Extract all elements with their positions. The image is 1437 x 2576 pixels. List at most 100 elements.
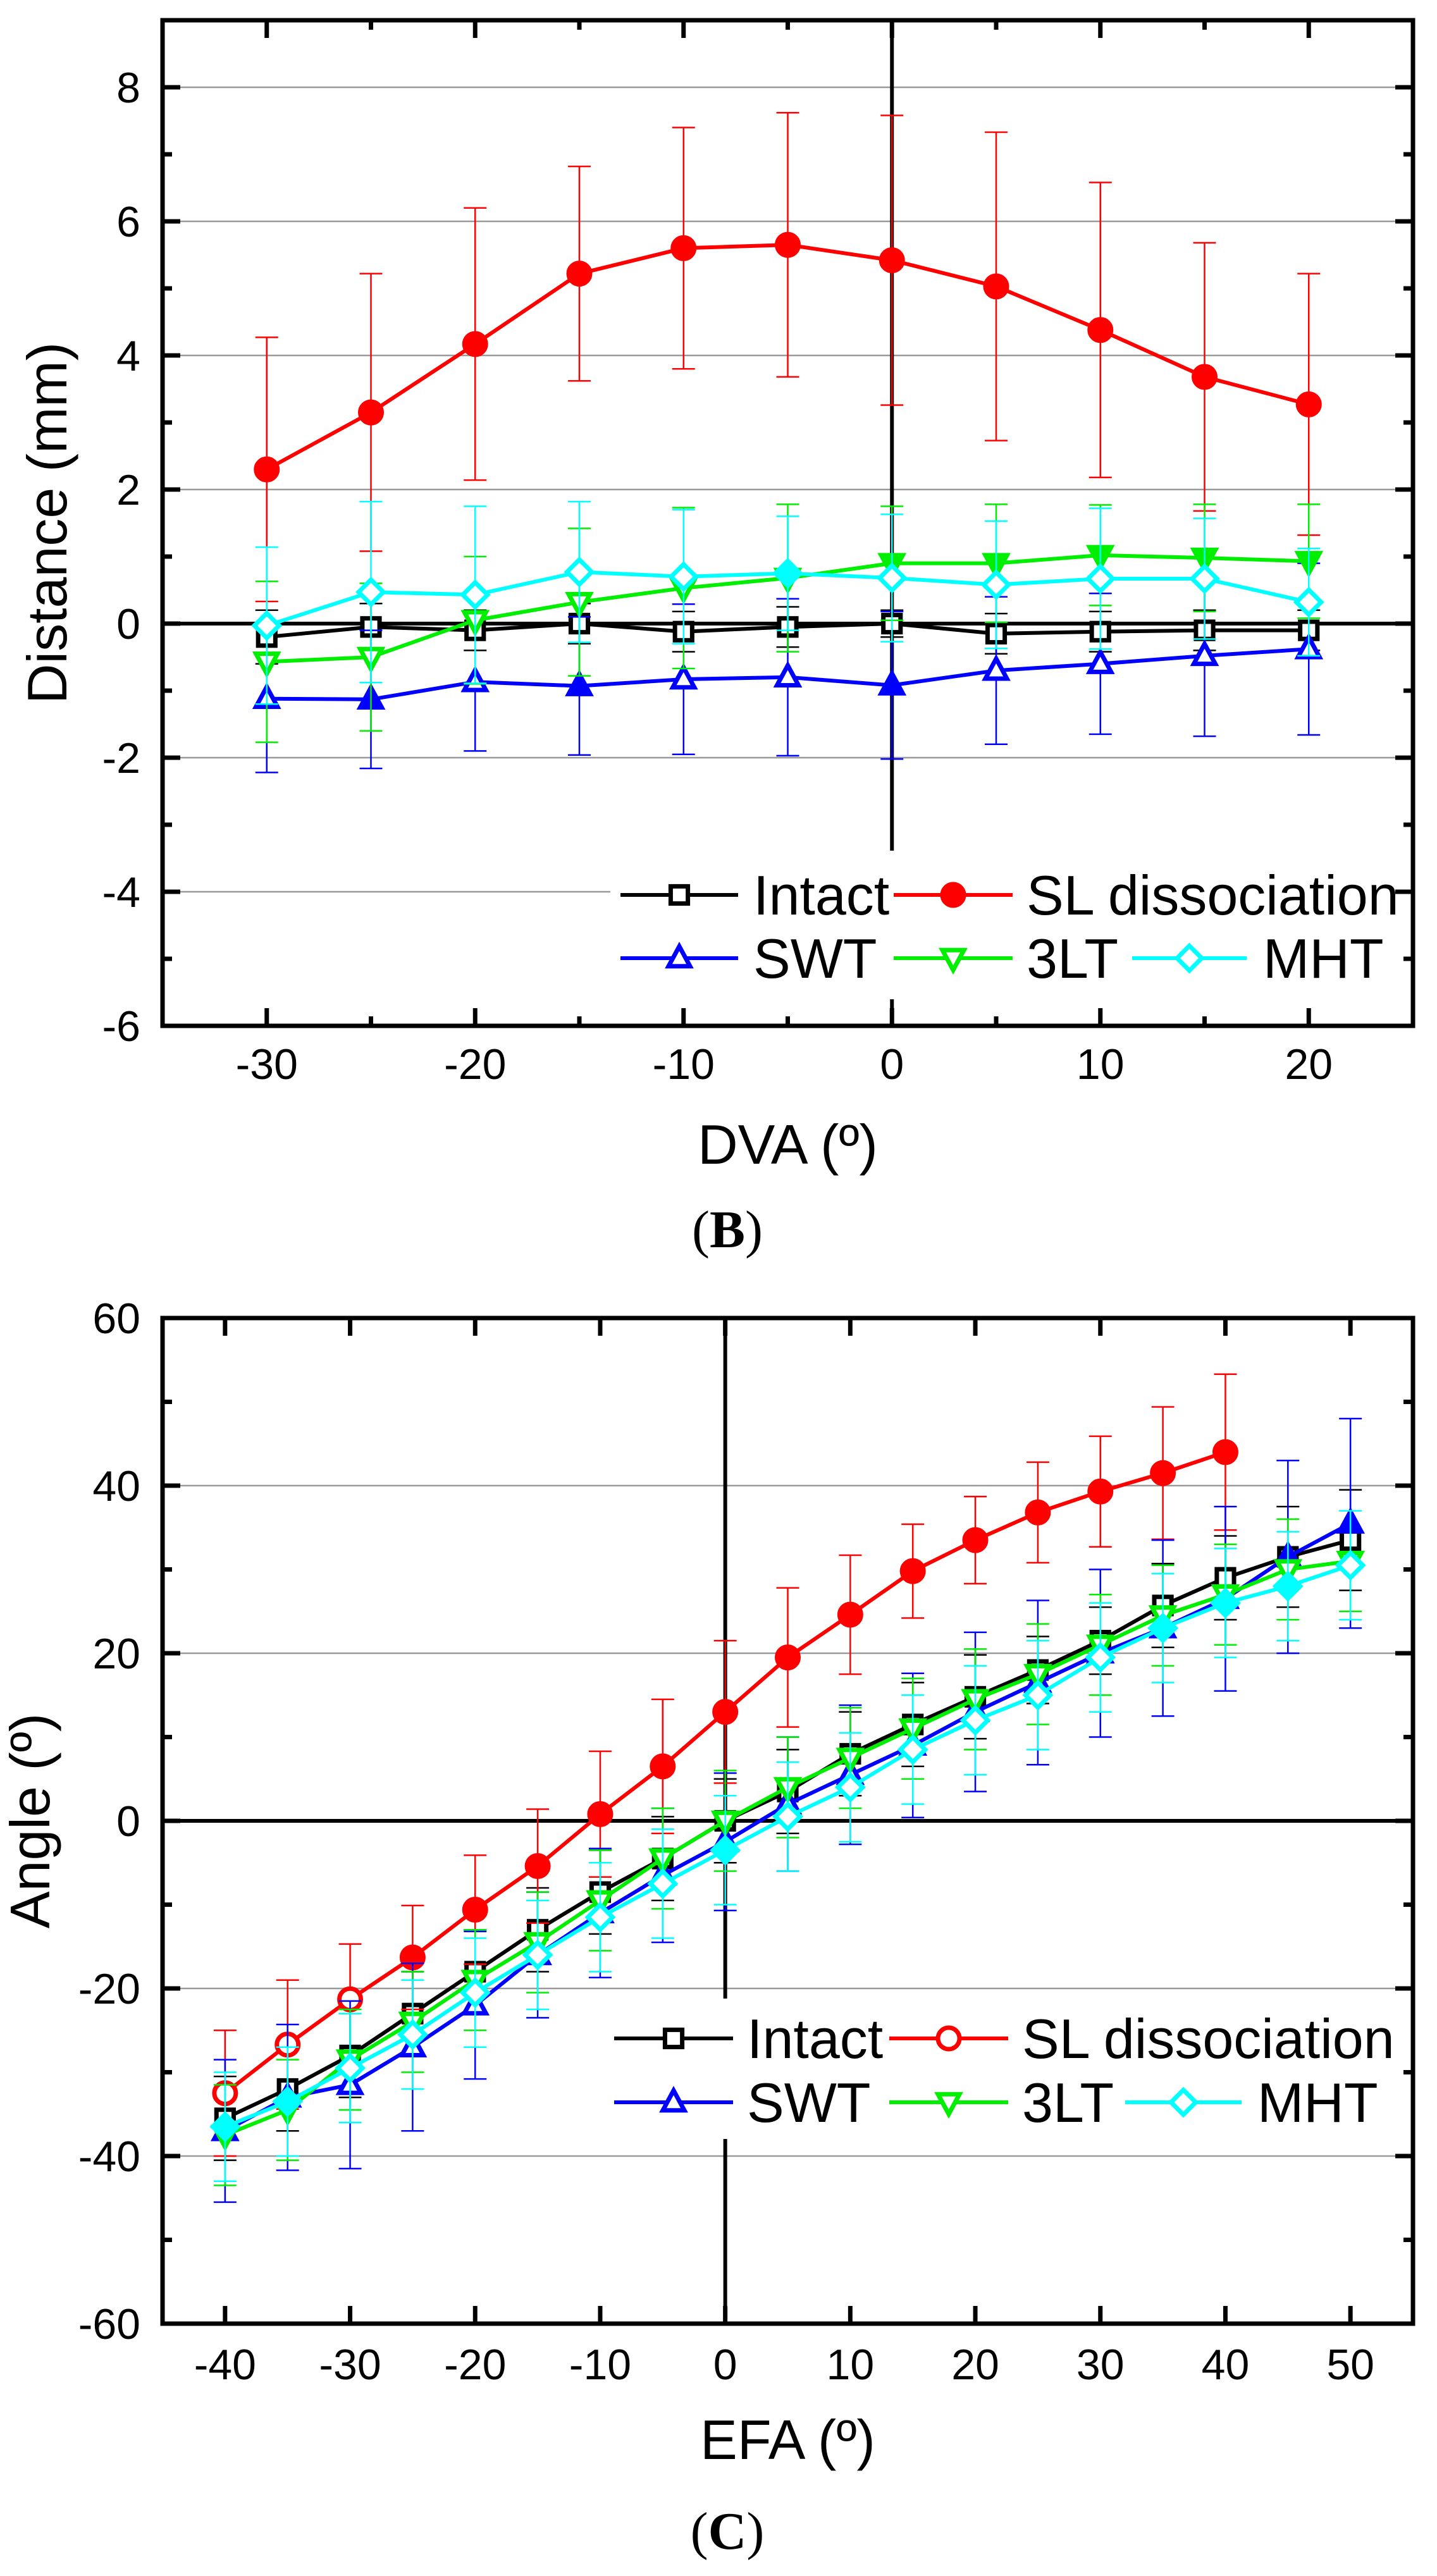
- legend-label: SWT: [753, 927, 877, 990]
- data-point: [834, 1772, 866, 1803]
- data-point: [1295, 391, 1322, 417]
- y-tick-label: 2: [116, 466, 140, 514]
- data-point: [566, 261, 593, 287]
- panel-label: (B): [692, 1200, 763, 1259]
- data-point: [897, 1734, 928, 1765]
- data-point: [983, 273, 1009, 300]
- data-point: [1147, 1612, 1179, 1644]
- x-axis-title: DVA (º): [698, 1113, 878, 1176]
- data-point: [459, 579, 491, 610]
- x-tick-label: 20: [1285, 1040, 1333, 1088]
- legend-item: MHT: [1125, 2071, 1378, 2134]
- data-point: [668, 561, 700, 593]
- y-axis-title: Distance (mm): [16, 342, 78, 704]
- data-point: [712, 1699, 739, 1725]
- x-tick-label: 10: [1076, 1040, 1125, 1088]
- legend-item: 3LT: [889, 2071, 1114, 2134]
- x-tick-label: -40: [194, 2341, 256, 2389]
- data-point: [980, 569, 1012, 601]
- series-mht: [209, 1510, 1366, 2182]
- panel-label: (C): [691, 2502, 765, 2561]
- y-tick-label: 0: [116, 1797, 140, 1846]
- data-point: [773, 660, 803, 688]
- legend-background: [610, 851, 1412, 999]
- data-point: [772, 1801, 803, 1832]
- y-tick-label: 40: [92, 1462, 140, 1510]
- legend-marker-icon: [662, 2027, 685, 2050]
- data-point: [877, 669, 907, 696]
- y-tick-label: 6: [116, 198, 140, 246]
- legend-label: SL dissociation: [1027, 864, 1399, 927]
- data-point: [209, 2111, 241, 2143]
- data-point: [962, 1527, 989, 1553]
- x-axis-title: EFA (º): [700, 2408, 875, 2471]
- y-tick-label: -2: [102, 734, 140, 782]
- data-point: [1192, 364, 1218, 390]
- data-point: [564, 556, 595, 588]
- legend-item: SWT: [614, 2071, 871, 2134]
- data-point: [1085, 1642, 1116, 1673]
- data-point: [524, 1853, 551, 1880]
- data-point: [1212, 1439, 1238, 1465]
- y-tick-label: -6: [102, 1002, 140, 1051]
- legend-item: Intact: [620, 864, 889, 927]
- x-tick-label: -10: [569, 2341, 631, 2389]
- data-point: [459, 1977, 491, 2009]
- data-point: [1025, 1499, 1051, 1525]
- x-tick-label: 0: [880, 1040, 904, 1088]
- data-point: [879, 247, 905, 273]
- x-tick-label: 10: [827, 2341, 875, 2389]
- data-point: [522, 1939, 553, 1971]
- legend-background: [604, 1999, 1412, 2139]
- data-point: [959, 1704, 991, 1736]
- data-point: [565, 669, 594, 696]
- legend-label: Intact: [753, 864, 889, 927]
- legend-marker-icon: [939, 947, 968, 975]
- panel-label-close: ): [745, 1200, 763, 1259]
- x-tick-label: -20: [444, 2341, 506, 2389]
- y-tick-label: 60: [92, 1295, 140, 1343]
- x-tick-label: 40: [1202, 2341, 1250, 2389]
- x-tick-label: 30: [1076, 2341, 1125, 2389]
- legend-marker-icon: [1174, 942, 1205, 974]
- data-point: [1335, 1550, 1366, 1581]
- x-tick-label: 0: [713, 2341, 737, 2389]
- legend-item: MHT: [1132, 927, 1384, 990]
- x-tick-label: 50: [1326, 2341, 1374, 2389]
- legend-marker-icon: [935, 2025, 962, 2052]
- data-point: [1087, 1478, 1114, 1505]
- x-tick-label: -10: [653, 1040, 715, 1088]
- data-point: [650, 1753, 676, 1780]
- legend-label: MHT: [1257, 2071, 1378, 2134]
- data-point: [254, 456, 280, 483]
- data-point: [1189, 563, 1220, 595]
- data-point: [772, 558, 803, 589]
- y-tick-label: -60: [78, 2300, 140, 2348]
- panel-label-close: ): [746, 2502, 764, 2561]
- legend-item: Intact: [614, 2007, 883, 2070]
- legend-item: SWT: [620, 927, 877, 990]
- data-point: [876, 562, 908, 594]
- data-point: [1190, 639, 1219, 667]
- x-tick-label: -30: [236, 1040, 298, 1088]
- data-point: [251, 610, 283, 641]
- panel-label-letter: C: [708, 2502, 747, 2561]
- data-point: [1209, 1587, 1241, 1618]
- legend-label: MHT: [1263, 927, 1384, 990]
- legend-label: SWT: [747, 2071, 871, 2134]
- series-sl-dissociation: [212, 1373, 1238, 2157]
- data-point: [1022, 1679, 1054, 1711]
- y-tick-label: 4: [116, 332, 140, 380]
- legend-item: SL dissociation: [894, 864, 1399, 927]
- data-point: [710, 1834, 741, 1866]
- data-point: [587, 1801, 614, 1827]
- data-point: [775, 231, 801, 258]
- data-point: [355, 576, 386, 608]
- y-axis-title: Angle (º): [0, 1713, 61, 1928]
- y-tick-label: 8: [116, 64, 140, 112]
- y-tick-label: 20: [92, 1630, 140, 1678]
- chart-panel-c: -40 -30 -20 -10 0 10 20 30 40 50 -60 -40 -20 0 20 40 60 I…: [0, 1295, 1415, 2561]
- legend-item: 3LT: [894, 927, 1118, 990]
- data-point: [272, 2086, 304, 2117]
